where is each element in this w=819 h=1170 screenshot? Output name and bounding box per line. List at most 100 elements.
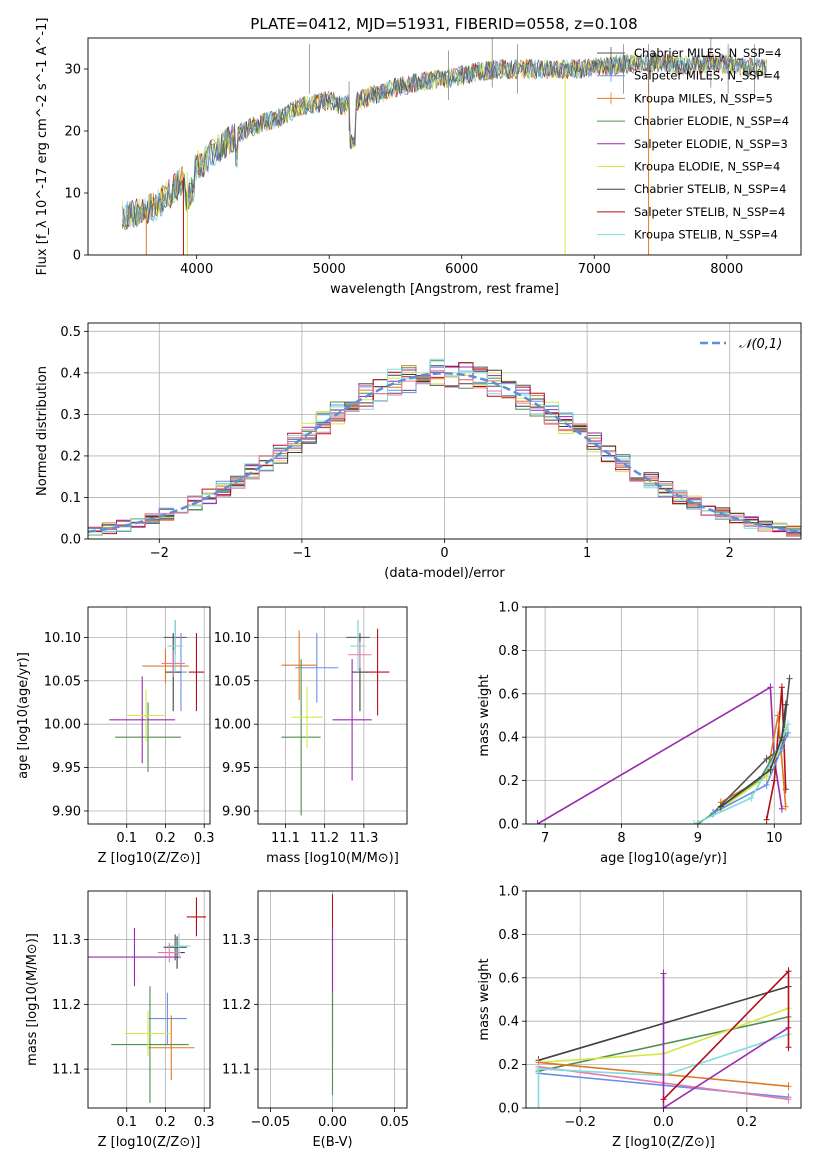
x-tick-label: 11.3 <box>349 831 378 846</box>
plot-area <box>534 674 793 824</box>
x-tick-label: −0.05 <box>250 1115 290 1130</box>
x-tick-label: 0.05 <box>380 1115 409 1130</box>
axes-frame <box>525 890 802 1109</box>
y-tick-label: 10.00 <box>214 718 251 733</box>
spectrum-panel: 4000 5000 6000 7000 8000 0 10 20 30 wavelength [A… <box>35 18 802 297</box>
x-tick-label: 0.3 <box>194 831 215 846</box>
x-tick-label: 0.3 <box>194 1115 215 1130</box>
y-tick-label: 0.0 <box>60 533 81 548</box>
x-tick-label: 7 <box>541 831 549 846</box>
age_vs_mass-panel: 11.1 11.2 11.3 9.90 9.95 10.00 10.05 10.10 mass … <box>214 606 408 866</box>
legend-label: 𝒩(0,1) <box>739 337 782 352</box>
y-tick-label: 10.05 <box>44 674 81 689</box>
weight_vs_Z-panel: −0.2 0.0 0.2 0.0 0.2 0.4 0.6 0.8 1.0 Z [log10(Z/Z… <box>477 885 802 1150</box>
x-tick-label: 6000 <box>445 262 478 277</box>
y-tick-label: 0.2 <box>60 449 81 464</box>
x-tick-label: 0.2 <box>736 1115 757 1130</box>
y-axis-label: mass weight <box>477 674 492 756</box>
y-tick-label: 11.1 <box>222 1063 251 1078</box>
x-axis-label: Z [log10(Z/Z⊙)] <box>98 851 201 866</box>
legend-label: Kroupa MILES, N_SSP=5 <box>634 91 773 105</box>
x-axis-label: Z [log10(Z/Z⊙)] <box>612 1135 715 1150</box>
y-tick-label: 0.5 <box>60 325 81 340</box>
x-axis-label: wavelength [Angstrom, rest frame] <box>330 282 559 297</box>
normal-curve <box>88 372 801 533</box>
legend-label: Chabrier STELIB, N_SSP=4 <box>634 182 786 196</box>
plot-area <box>109 620 205 772</box>
x-tick-label: −1 <box>292 546 311 561</box>
weight_vs_age-panel: 7 8 9 10 0.0 0.2 0.4 0.6 0.8 1.0 age [log10(age/yr… <box>477 601 802 866</box>
y-tick-label: 1.0 <box>498 885 519 900</box>
legend-label: Kroupa ELODIE, N_SSP=4 <box>634 160 780 174</box>
histogram-pink <box>88 370 801 539</box>
weight-series <box>537 685 783 824</box>
mass_vs_Z-panel: 0.1 0.2 0.3 11.1 11.2 11.3 Z [log10(Z/Z⊙)] mass… <box>25 890 215 1150</box>
weight-series <box>537 1033 789 1108</box>
x-tick-label: 2 <box>726 546 734 561</box>
y-tick-label: 9.95 <box>52 761 81 776</box>
y-tick-label: 1.0 <box>498 601 519 616</box>
legend-label: Chabrier MILES, N_SSP=4 <box>634 46 781 60</box>
x-tick-label: 8000 <box>710 262 743 277</box>
axes-frame <box>87 606 211 825</box>
legend-label: Salpeter ELODIE, N_SSP=3 <box>634 137 788 151</box>
y-tick-label: 20 <box>64 125 81 140</box>
y-tick-label: 0.2 <box>498 774 519 789</box>
y-axis-label: age [log10(age/yr)] <box>16 652 31 779</box>
y-tick-label: 0.8 <box>498 644 519 659</box>
y-tick-label: 10.00 <box>44 718 81 733</box>
x-tick-label: 0 <box>440 546 448 561</box>
x-axis-label: mass [log10(M/M⊙)] <box>266 851 399 866</box>
chart-title: PLATE=0412, MJD=51931, FIBERID=0558, z=0… <box>250 15 637 33</box>
y-tick-label: 0.6 <box>498 687 519 702</box>
weight-series <box>662 973 789 1108</box>
y-tick-label: 0.0 <box>498 818 519 833</box>
x-tick-label: 4000 <box>180 262 213 277</box>
legend-label: Chabrier ELODIE, N_SSP=4 <box>634 114 789 128</box>
legend-label: Kroupa STELIB, N_SSP=4 <box>634 228 778 242</box>
axes-frame <box>257 890 408 1109</box>
plot-area <box>535 967 792 1108</box>
axes-frame <box>87 37 802 256</box>
y-tick-label: 0.4 <box>60 366 81 381</box>
y-tick-label: 0.2 <box>498 1058 519 1073</box>
y-tick-label: 0.1 <box>60 491 81 506</box>
y-tick-label: 0.6 <box>498 971 519 986</box>
spectrum-series-chabrier_miles <box>122 52 767 230</box>
spectrum-series-salpeter_miles <box>122 52 767 228</box>
mass_vs_ebv-panel: −0.05 0.00 0.05 11.1 11.2 11.3 E(B-V) <box>222 890 409 1150</box>
x-tick-label: −2 <box>150 546 169 561</box>
plot-area <box>122 38 767 255</box>
x-tick-label: 0.00 <box>318 1115 347 1130</box>
y-tick-label: 0.4 <box>498 731 519 746</box>
x-tick-label: 8 <box>617 831 625 846</box>
x-tick-label: 0.2 <box>155 831 176 846</box>
y-axis-label: mass [log10(M/M⊙)] <box>25 933 40 1066</box>
y-tick-label: 10.10 <box>214 631 251 646</box>
x-tick-label: 0.0 <box>653 1115 674 1130</box>
weight-series <box>712 732 789 814</box>
weight-series <box>720 704 787 808</box>
y-tick-label: 9.90 <box>52 804 81 819</box>
axes-frame <box>87 322 802 540</box>
x-tick-label: 1 <box>583 546 591 561</box>
x-tick-label: 0.1 <box>116 831 137 846</box>
age_vs_Z-panel: 0.1 0.2 0.3 9.90 9.95 10.00 10.05 10.10 Z [log10… <box>16 606 215 866</box>
y-tick-label: 9.90 <box>222 804 251 819</box>
axes-frame <box>257 606 408 825</box>
x-tick-label: 11.1 <box>271 831 300 846</box>
plot-area <box>281 620 390 816</box>
x-tick-label: 0.2 <box>155 1115 176 1130</box>
x-tick-label: 0.1 <box>116 1115 137 1130</box>
x-tick-label: 5000 <box>313 262 346 277</box>
plot-area <box>88 897 207 1103</box>
x-tick-label: −0.2 <box>564 1115 596 1130</box>
y-axis-label: Normed distribution <box>35 366 50 496</box>
x-tick-label: 10 <box>766 831 783 846</box>
x-axis-label: age [log10(age/yr)] <box>600 851 727 866</box>
axes-frame <box>525 606 802 825</box>
y-tick-label: 10.05 <box>214 674 251 689</box>
legend-label: Salpeter STELIB, N_SSP=4 <box>634 205 785 219</box>
